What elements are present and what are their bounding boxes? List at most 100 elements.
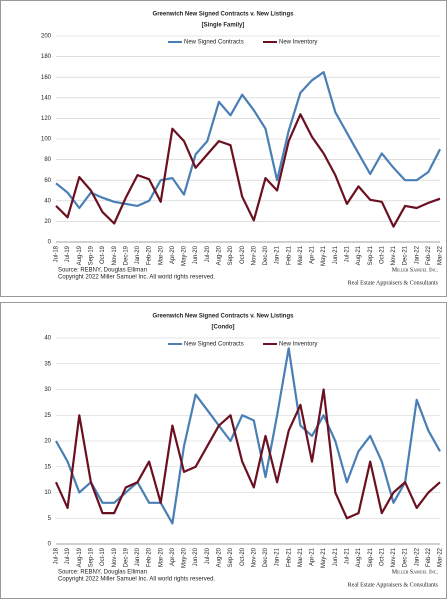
x-tick-label: Sep-21	[368, 547, 374, 567]
x-tick-label: Sep-19	[88, 547, 94, 567]
x-tick-label: Oct-19	[100, 547, 106, 566]
x-tick-label: May-21	[321, 547, 327, 568]
x-tick-label: Dec-21	[403, 547, 409, 567]
x-tick-label: Sep-21	[368, 245, 374, 265]
logo-tagline: Real Estate Appraisers & Consultants	[348, 582, 439, 588]
logo-name: Miller Samuel Inc.	[392, 267, 439, 273]
y-tick-label: 35	[44, 361, 51, 367]
x-tick-label: Jan-21	[275, 245, 281, 264]
x-tick-label: Dec-20	[263, 547, 269, 567]
x-tick-label: Jul-20	[205, 245, 211, 262]
y-tick-label: 15	[44, 464, 51, 470]
y-tick-label: 20	[44, 219, 51, 225]
x-tick-label: Apr-21	[310, 245, 316, 264]
x-tick-label: Feb-21	[286, 547, 292, 567]
x-tick-label: Jul-18	[54, 245, 60, 262]
x-tick-label: Feb-21	[286, 245, 292, 265]
x-tick-label: Aug-20	[216, 245, 222, 265]
x-tick-label: Oct-20	[240, 245, 246, 264]
x-tick-label: Sep-19	[88, 245, 94, 265]
series-line	[55, 347, 441, 525]
series-line	[55, 113, 441, 228]
y-tick-label: 0	[48, 542, 52, 548]
y-tick-label: 25	[44, 413, 51, 419]
y-tick-label: 60	[44, 178, 51, 184]
x-tick-label: May-20	[182, 547, 188, 568]
x-tick-label: Nov-20	[251, 245, 257, 265]
series-line	[55, 71, 441, 210]
x-tick-label: Oct-19	[100, 245, 106, 264]
x-tick-label: Oct-21	[379, 547, 385, 566]
x-tick-label: Nov-19	[112, 547, 118, 567]
x-tick-label: Apr-20	[170, 547, 176, 566]
x-tick-label: Feb-20	[147, 547, 153, 567]
y-tick-label: 40	[44, 336, 51, 342]
x-tick-label: Mar-22	[438, 245, 444, 265]
y-tick-label: 120	[41, 116, 52, 122]
chart-title: Greenwich New Signed Contracts v. New Li…	[153, 12, 295, 18]
y-tick-label: 5	[48, 516, 52, 522]
x-tick-label: Mar-20	[158, 547, 164, 567]
x-tick-label: Aug-20	[216, 547, 222, 567]
legend-label: New Inventory	[279, 342, 317, 348]
x-tick-label: Apr-21	[310, 547, 316, 566]
y-tick-label: 30	[44, 387, 51, 393]
x-tick-label: Jul-18	[54, 547, 60, 564]
source-note: Source: REBNY, Douglas Elliman	[58, 268, 147, 274]
x-tick-label: Jul-21	[344, 245, 350, 262]
source-note: Source: REBNY, Douglas Elliman	[58, 570, 147, 576]
y-tick-label: 160	[41, 75, 52, 81]
x-tick-label: Jul-19	[65, 547, 71, 564]
legend-label: New Inventory	[279, 40, 317, 46]
x-tick-label: Mar-22	[438, 547, 444, 567]
x-tick-label: Nov-19	[112, 245, 118, 265]
x-tick-label: Jan-22	[414, 547, 420, 566]
x-tick-label: Jan-20	[135, 245, 141, 264]
x-tick-label: Nov-21	[391, 547, 397, 567]
x-tick-label: Jan-21	[275, 547, 281, 566]
x-tick-label: Sep-20	[228, 547, 234, 567]
x-tick-label: Jun-20	[193, 245, 199, 264]
logo-tagline: Real Estate Appraisers & Consultants	[348, 280, 439, 286]
y-tick-label: 180	[41, 54, 52, 60]
x-tick-label: May-21	[321, 245, 327, 266]
x-tick-label: Feb-22	[426, 245, 432, 265]
chart-title: Greenwich New Signed Contracts v. New Li…	[153, 314, 295, 320]
x-tick-label: Apr-20	[170, 245, 176, 264]
x-tick-label: Mar-20	[158, 245, 164, 265]
x-tick-label: Aug-19	[77, 245, 83, 265]
y-tick-label: 100	[41, 137, 52, 143]
legend-label: New Signed Contracts	[184, 40, 244, 46]
logo-name: Miller Samuel Inc.	[392, 569, 439, 575]
x-tick-label: Jan-20	[135, 547, 141, 566]
x-tick-label: May-20	[182, 245, 188, 266]
y-tick-label: 10	[44, 490, 51, 496]
y-tick-label: 80	[44, 157, 51, 163]
x-tick-label: Dec-21	[403, 245, 409, 265]
x-tick-label: Dec-20	[263, 245, 269, 265]
x-tick-label: Jun-21	[333, 245, 339, 264]
x-tick-label: Aug-19	[77, 547, 83, 567]
chart-subtitle: [Single Family]	[202, 23, 245, 29]
y-tick-label: 140	[41, 95, 52, 101]
x-tick-label: Jun-21	[333, 547, 339, 566]
x-tick-label: Jul-20	[205, 547, 211, 564]
x-tick-label: Feb-22	[426, 547, 432, 567]
copyright-note: Copyright 2022 Miller Samuel Inc. All wo…	[58, 275, 215, 281]
x-tick-label: Nov-21	[391, 245, 397, 265]
x-tick-label: Jan-22	[414, 245, 420, 264]
chart-subtitle: [Condo]	[212, 325, 235, 331]
x-tick-label: Nov-20	[251, 547, 257, 567]
copyright-note: Copyright 2022 Miller Samuel Inc. All wo…	[58, 577, 215, 583]
x-tick-label: Dec-19	[123, 245, 129, 265]
x-tick-label: Jul-21	[344, 547, 350, 564]
x-tick-label: Sep-20	[228, 245, 234, 265]
series-line	[54, 388, 441, 520]
x-tick-label: Dec-19	[123, 547, 129, 567]
y-tick-label: 20	[44, 439, 51, 445]
x-tick-label: Aug-21	[356, 547, 362, 567]
y-tick-label: 0	[48, 240, 52, 246]
x-tick-label: Mar-21	[298, 245, 304, 265]
